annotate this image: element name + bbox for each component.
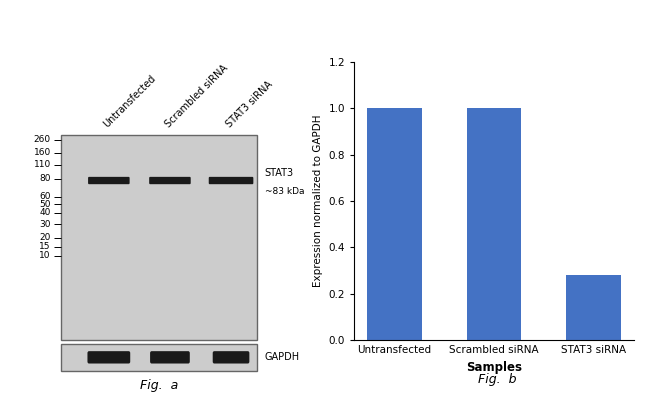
- FancyBboxPatch shape: [149, 177, 190, 184]
- Y-axis label: Expression normalized to GAPDH: Expression normalized to GAPDH: [313, 115, 323, 287]
- Text: 60: 60: [39, 192, 51, 201]
- Text: 80: 80: [39, 174, 51, 183]
- Text: Untransfected: Untransfected: [102, 74, 158, 130]
- FancyBboxPatch shape: [209, 177, 254, 184]
- FancyBboxPatch shape: [88, 351, 130, 363]
- FancyBboxPatch shape: [213, 351, 250, 363]
- Text: Scrambled siRNA: Scrambled siRNA: [163, 63, 229, 130]
- Text: 30: 30: [39, 220, 51, 229]
- FancyBboxPatch shape: [88, 177, 129, 184]
- FancyBboxPatch shape: [150, 351, 190, 363]
- Text: 260: 260: [34, 135, 51, 144]
- Text: STAT3 siRNA: STAT3 siRNA: [224, 79, 274, 130]
- Bar: [566, 275, 621, 340]
- Text: 20: 20: [40, 233, 51, 242]
- Text: Fig.  a: Fig. a: [140, 379, 178, 392]
- Text: 40: 40: [40, 209, 51, 217]
- FancyBboxPatch shape: [62, 344, 257, 371]
- Text: Fig.  b: Fig. b: [478, 373, 517, 386]
- Bar: [467, 108, 521, 340]
- Text: 15: 15: [39, 242, 51, 252]
- Text: ~83 kDa: ~83 kDa: [265, 187, 304, 197]
- X-axis label: Samples: Samples: [466, 361, 522, 374]
- Text: 10: 10: [39, 251, 51, 260]
- Text: 110: 110: [34, 160, 51, 169]
- Text: STAT3: STAT3: [265, 168, 294, 178]
- FancyBboxPatch shape: [62, 135, 257, 340]
- Text: GAPDH: GAPDH: [265, 352, 300, 362]
- Bar: [367, 108, 422, 340]
- Text: 50: 50: [39, 199, 51, 209]
- Text: 160: 160: [34, 148, 51, 157]
